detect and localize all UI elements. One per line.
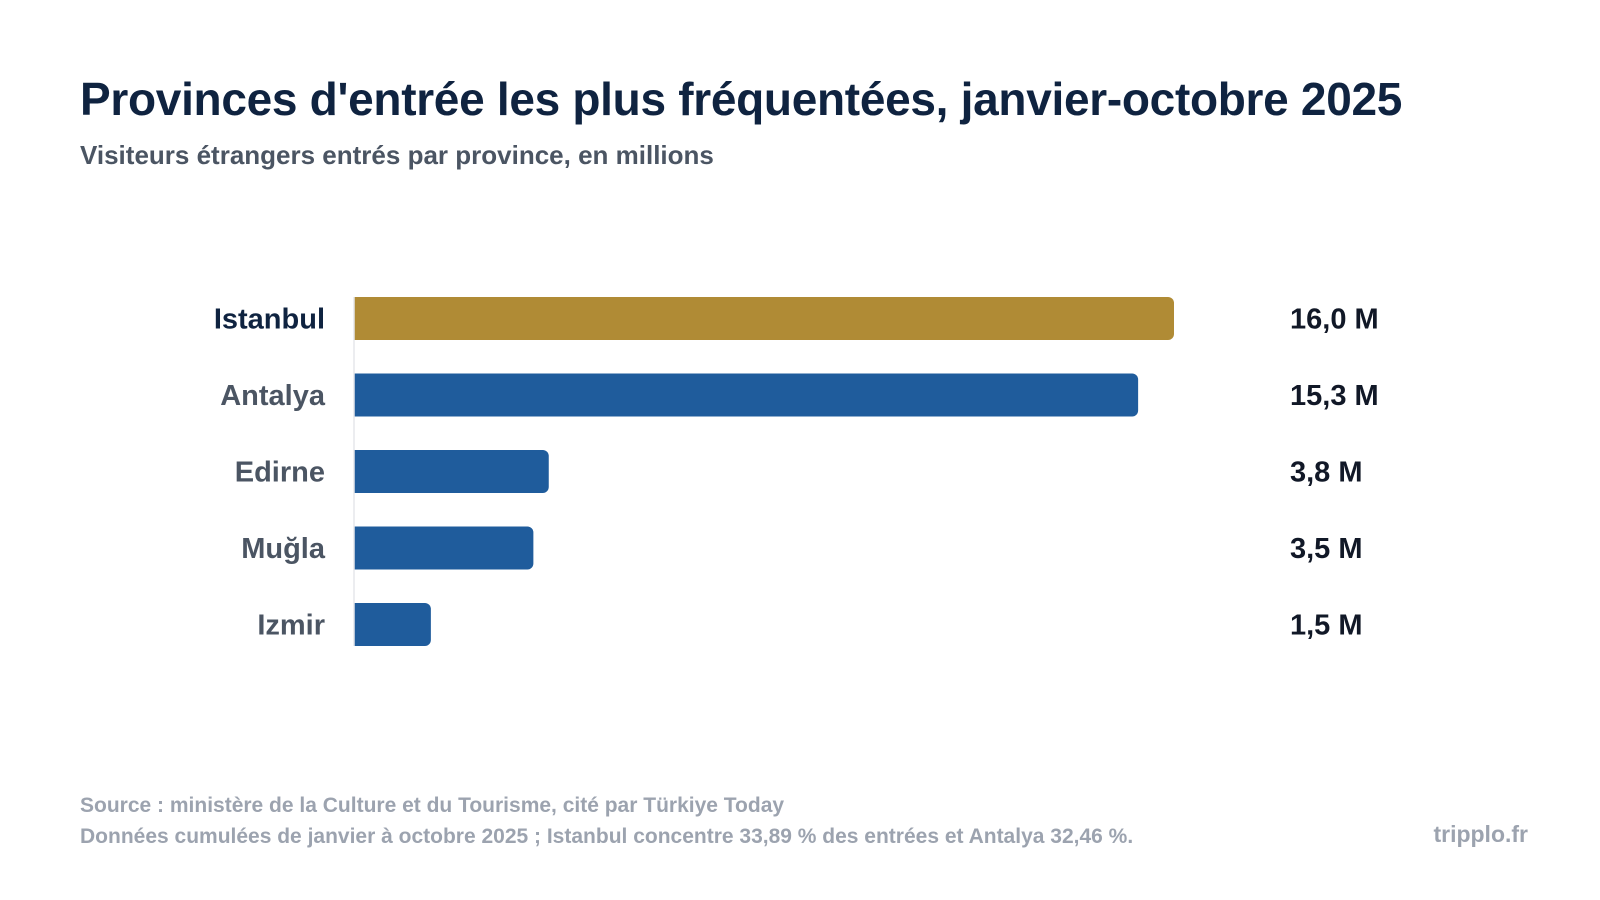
- bar-left-edge: [354, 373, 362, 417]
- brand-logo-text: tripplo.fr: [1433, 821, 1528, 847]
- category-label: Muğla: [241, 533, 326, 565]
- chart-title: Provinces d'entrée les plus fréquentées,…: [80, 73, 1403, 125]
- footer: Source : ministère de la Culture et du T…: [80, 790, 1133, 852]
- bar-left-edge: [354, 526, 362, 570]
- bar-left-edge: [354, 450, 362, 493]
- chart-subtitle: Visiteurs étrangers entrés par province,…: [80, 140, 714, 170]
- category-label: Istanbul: [214, 304, 325, 336]
- category-label: Izmir: [257, 610, 325, 642]
- bar-muğla: [354, 526, 534, 570]
- category-label: Edirne: [235, 457, 325, 489]
- category-label: Antalya: [220, 380, 326, 412]
- value-label: 16,0 M: [1290, 304, 1379, 336]
- source-note: Source : ministère de la Culture et du T…: [80, 794, 785, 817]
- value-label: 15,3 M: [1290, 380, 1379, 412]
- value-label: 3,8 M: [1290, 457, 1363, 489]
- bar-edirne: [354, 450, 549, 493]
- value-label: 3,5 M: [1290, 533, 1363, 565]
- bar-antalya: [354, 373, 1139, 417]
- bar-istanbul: [354, 297, 1174, 340]
- value-label: 1,5 M: [1290, 610, 1363, 642]
- bar-izmir: [354, 603, 431, 646]
- bar-left-edge: [354, 603, 362, 646]
- bar-left-edge: [354, 297, 362, 340]
- data-note: Données cumulées de janvier à octobre 20…: [80, 825, 1134, 848]
